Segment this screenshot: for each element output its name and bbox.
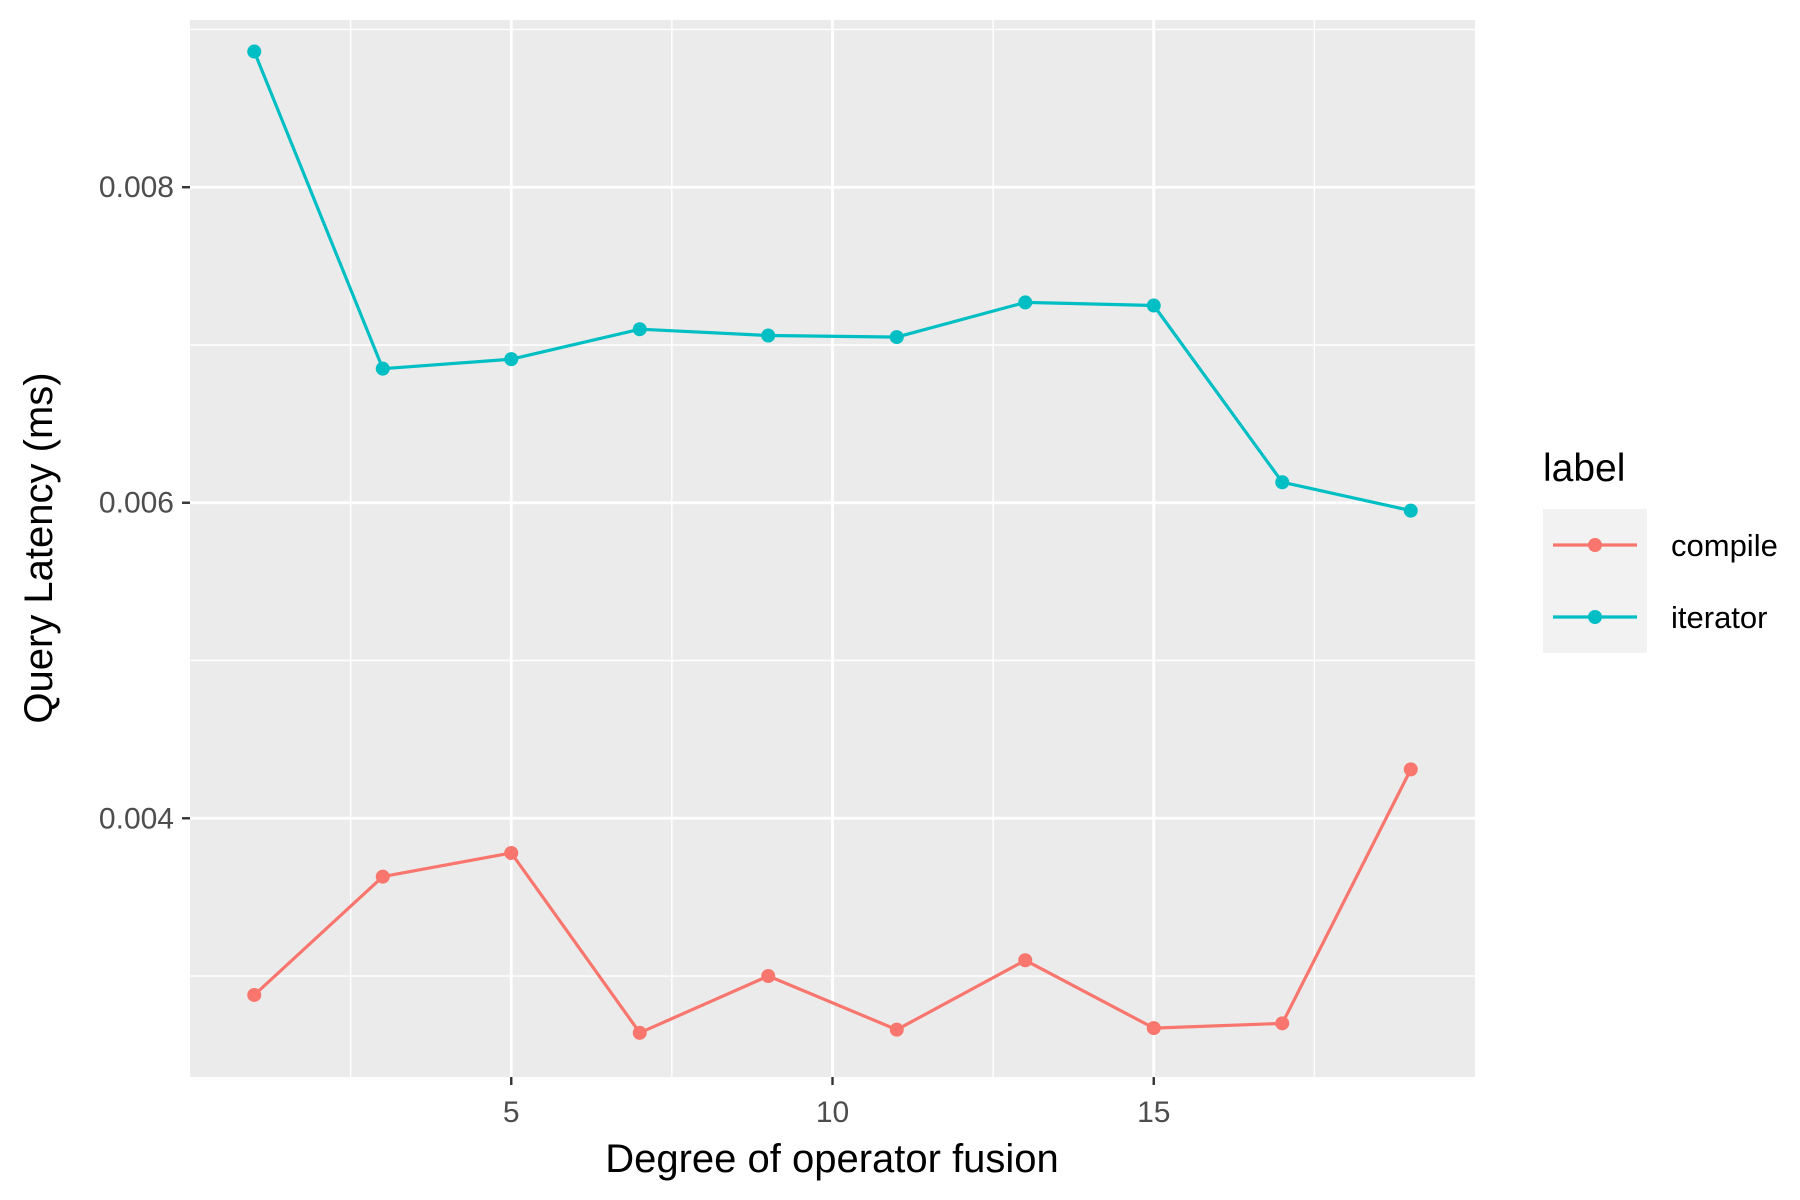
- x-axis: 5 10 15: [503, 1077, 1170, 1129]
- data-point-compile: [1403, 762, 1418, 777]
- legend-items: compile iterator: [1553, 528, 1778, 635]
- x-tick-label: 5: [503, 1096, 520, 1129]
- data-point-iterator: [1146, 298, 1161, 313]
- data-point-compile: [1275, 1016, 1290, 1031]
- data-point-compile: [247, 987, 262, 1002]
- data-point-compile: [1018, 953, 1033, 968]
- y-tick-label: 0.008: [99, 171, 174, 204]
- x-tick-label: 10: [816, 1096, 849, 1129]
- series-line-compile: [253, 768, 1413, 1035]
- data-point-compile: [632, 1025, 647, 1040]
- data-point-iterator: [1275, 475, 1290, 490]
- legend-title: label: [1543, 447, 1625, 490]
- legend-label-compile: compile: [1671, 528, 1778, 563]
- series-layer: [247, 44, 1418, 1040]
- major-gridlines: [190, 20, 1475, 1077]
- data-point-iterator: [889, 330, 904, 345]
- legend-label-iterator: iterator: [1671, 600, 1767, 635]
- series-line-iterator: [252, 50, 1412, 513]
- y-tick-label: 0.006: [99, 487, 174, 520]
- data-point-iterator: [632, 322, 647, 337]
- data-point-iterator: [1403, 503, 1418, 518]
- data-point-iterator: [1018, 295, 1033, 310]
- data-point-compile: [375, 869, 390, 884]
- data-point-iterator: [375, 361, 390, 376]
- data-point-compile: [889, 1022, 904, 1037]
- y-tick-label: 0.004: [99, 802, 174, 835]
- legend-key-point-compile: [1588, 538, 1602, 552]
- data-point-iterator: [247, 44, 262, 59]
- data-point-compile: [761, 969, 776, 984]
- data-point-compile: [504, 845, 519, 860]
- legend-key-point-iterator: [1588, 610, 1602, 624]
- y-axis: 0.004 0.006 0.008: [99, 171, 190, 835]
- data-point-compile: [1146, 1021, 1161, 1036]
- y-axis-title: Query Latency (ms): [17, 372, 61, 723]
- data-point-iterator: [504, 352, 519, 367]
- x-tick-label: 15: [1137, 1096, 1170, 1129]
- legend: label compile iterator: [1543, 447, 1778, 653]
- x-axis-title: Degree of operator fusion: [605, 1137, 1059, 1181]
- legend-key-background: [1543, 509, 1647, 653]
- data-point-iterator: [761, 328, 776, 343]
